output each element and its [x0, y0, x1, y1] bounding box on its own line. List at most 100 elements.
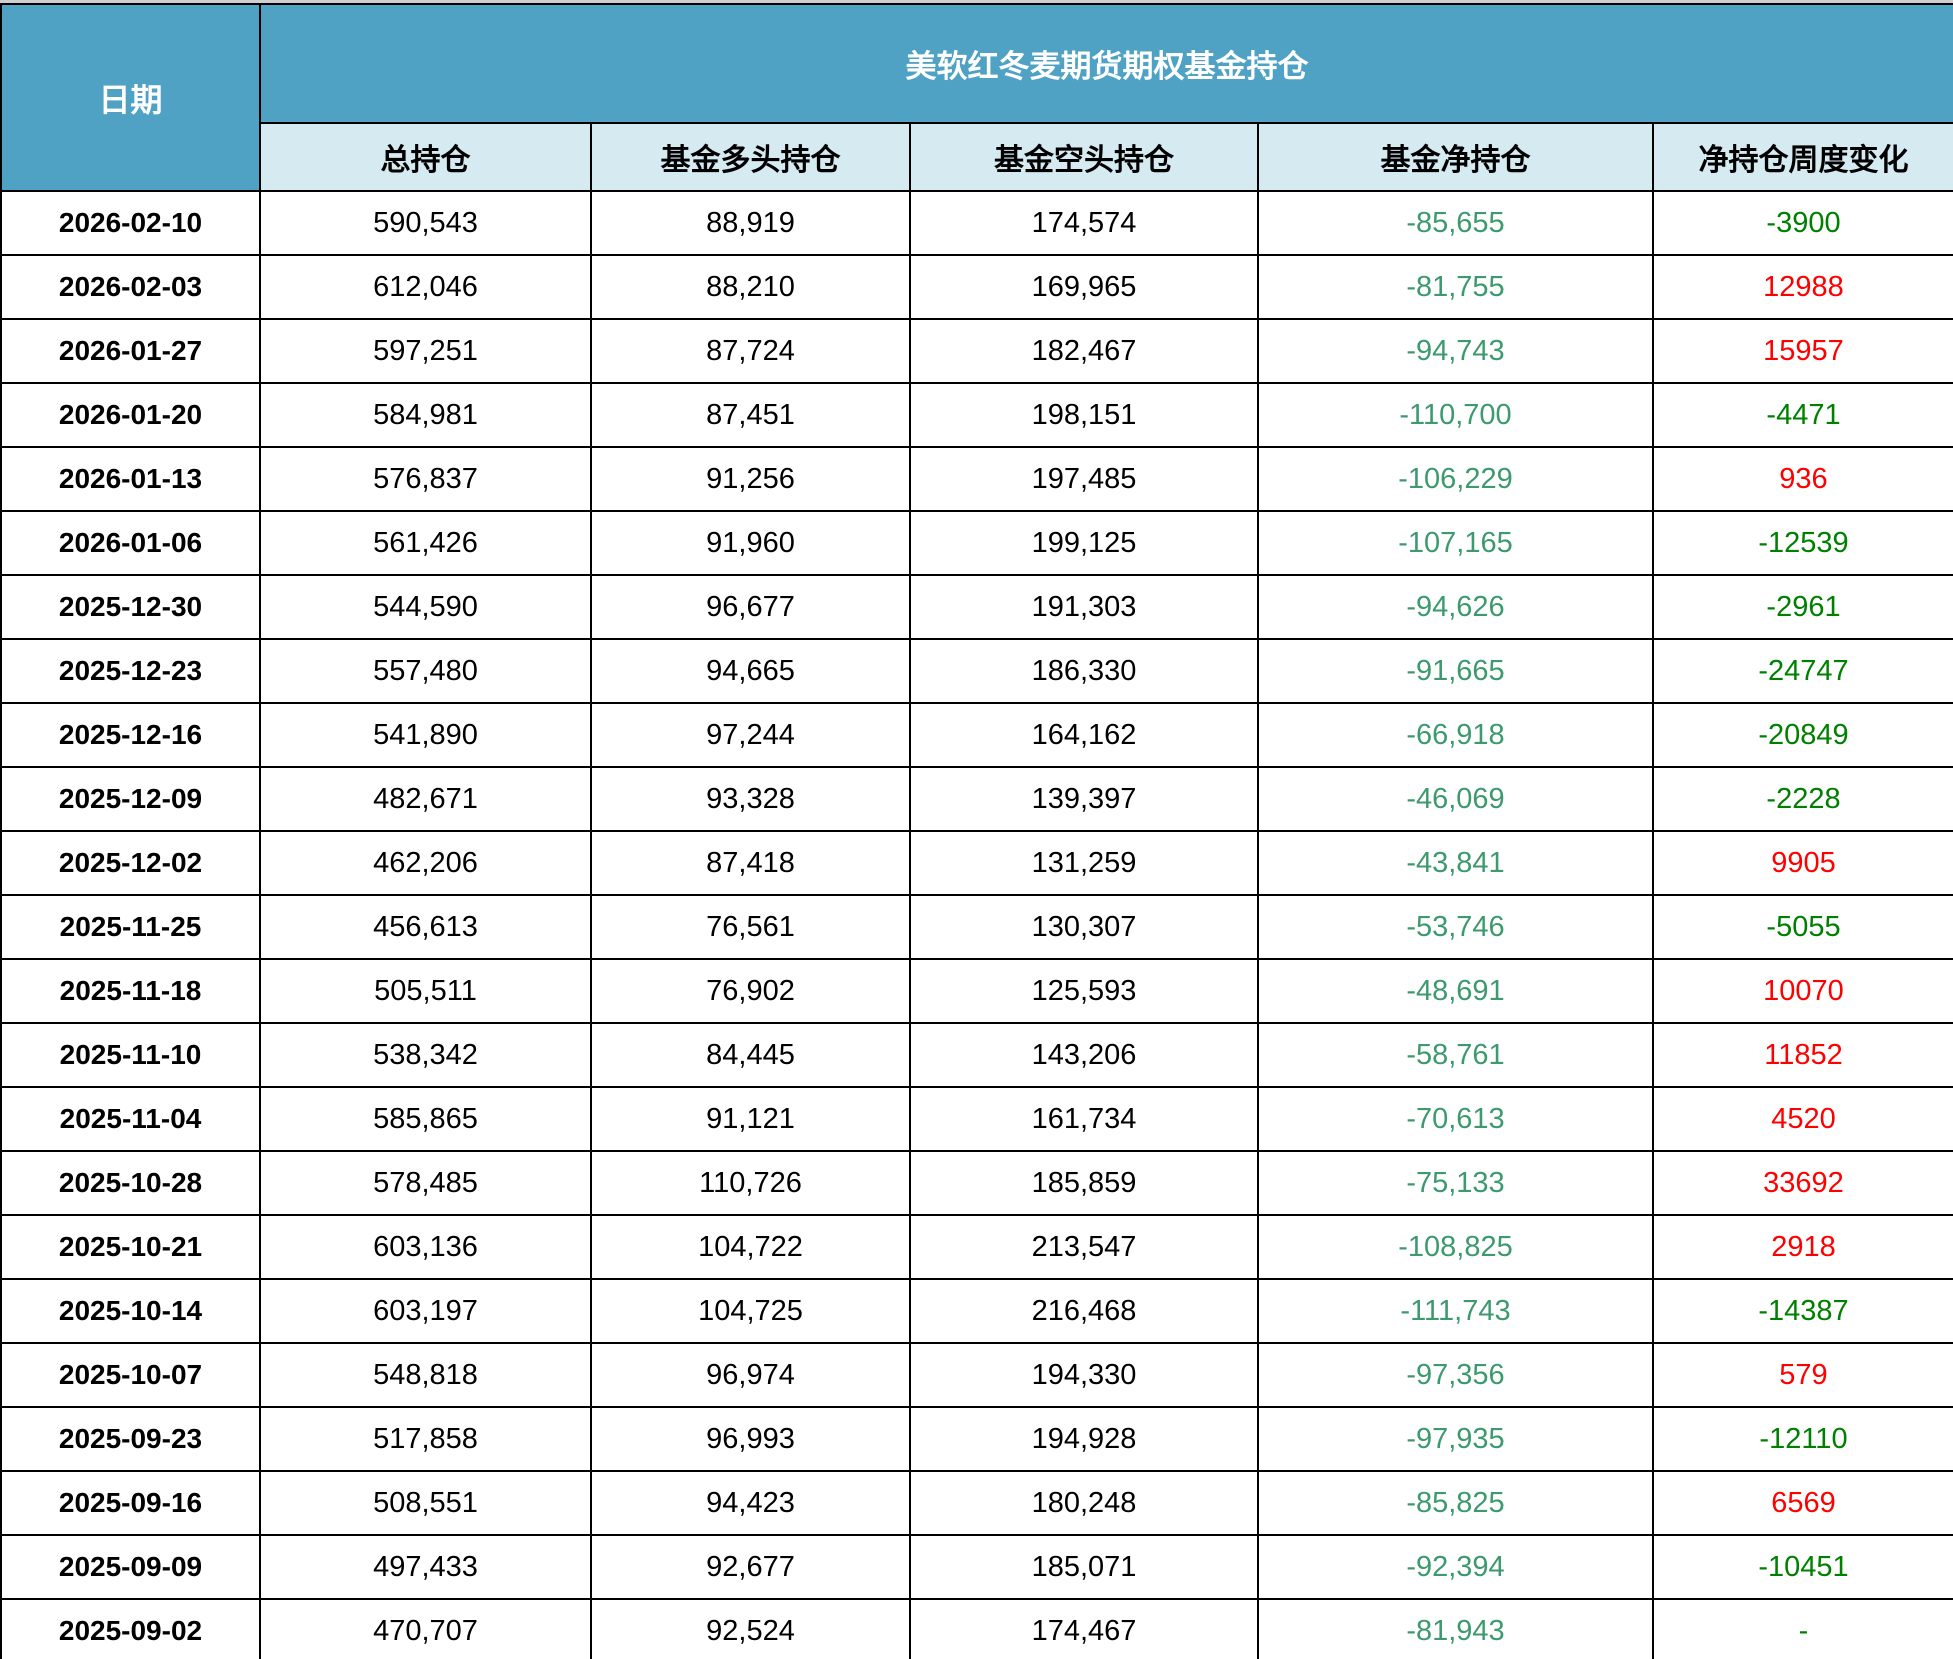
table-row: 2025-09-23 517,858 96,993 194,928 -97,935 -12…	[0, 1406, 1953, 1472]
fund-long-cell: 91,960	[590, 510, 911, 576]
fund-net-cell: -66,918	[1257, 702, 1654, 768]
weekly-change-cell: 15957	[1652, 318, 1953, 384]
date-cell: 2025-10-14	[0, 1278, 261, 1344]
weekly-change-cell: 10070	[1652, 958, 1953, 1024]
fund-net-cell: -48,691	[1257, 958, 1654, 1024]
fund-net-cell: -81,943	[1257, 1598, 1654, 1659]
fund-net-cell: -97,356	[1257, 1342, 1654, 1408]
fund-long-cell: 87,451	[590, 382, 911, 448]
table-row: 2025-11-25 456,613 76,561 130,307 -53,746 -50…	[0, 894, 1953, 960]
fund-short-cell: 186,330	[909, 638, 1259, 704]
table-row: 2025-12-16 541,890 97,244 164,162 -66,918 -20…	[0, 702, 1953, 768]
table-row: 2025-11-04 585,865 91,121 161,734 -70,613 452…	[0, 1086, 1953, 1152]
fund-short-cell: 194,330	[909, 1342, 1259, 1408]
weekly-change-cell: -	[1652, 1598, 1953, 1659]
fund-net-cell: -43,841	[1257, 830, 1654, 896]
weekly-change-cell: 33692	[1652, 1150, 1953, 1216]
fund-long-cell: 91,256	[590, 446, 911, 512]
table-row: 2025-10-14 603,197 104,725 216,468 -111,743-…	[0, 1278, 1953, 1344]
total-positions-cell: 456,613	[259, 894, 592, 960]
fund-net-cell: -106,229	[1257, 446, 1654, 512]
date-cell: 2026-02-10	[0, 190, 261, 256]
total-positions-cell: 508,551	[259, 1470, 592, 1536]
fund-short-cell: 131,259	[909, 830, 1259, 896]
date-cell: 2025-11-25	[0, 894, 261, 960]
weekly-change-cell: -3900	[1652, 190, 1953, 256]
column-header-row: 总持仓 基金多头持仓 基金空头持仓 基金净持仓 净持仓周度变化	[1, 122, 1953, 192]
date-cell: 2026-01-13	[0, 446, 261, 512]
fund-net-cell: -97,935	[1257, 1406, 1654, 1472]
fund-short-cell: 169,965	[909, 254, 1259, 320]
weekly-change-cell: 9905	[1652, 830, 1953, 896]
table-row: 2026-02-10 590,543 88,919 174,574 -85,655 -39…	[0, 190, 1953, 256]
fund-long-cell: 92,677	[590, 1534, 911, 1600]
date-cell: 2025-11-18	[0, 958, 261, 1024]
total-positions-cell: 584,981	[259, 382, 592, 448]
fund-long-cell: 104,722	[590, 1214, 911, 1280]
fund-long-cell: 104,725	[590, 1278, 911, 1344]
weekly-change-cell: -20849	[1652, 702, 1953, 768]
weekly-change-cell: -14387	[1652, 1278, 1953, 1344]
fund-long-cell: 88,210	[590, 254, 911, 320]
table-row: 2025-09-16 508,551 94,423 180,248 -85,825 656…	[0, 1470, 1953, 1536]
weekly-change-cell: 579	[1652, 1342, 1953, 1408]
fund-long-cell: 110,726	[590, 1150, 911, 1216]
fund-long-cell: 94,423	[590, 1470, 911, 1536]
total-positions-cell: 612,046	[259, 254, 592, 320]
column-header-4: 净持仓周度变化	[1652, 122, 1953, 192]
fund-net-cell: -70,613	[1257, 1086, 1654, 1152]
weekly-change-cell: -12110	[1652, 1406, 1953, 1472]
date-cell: 2025-11-04	[0, 1086, 261, 1152]
title-row: 日期 美软红冬麦期货期权基金持仓	[0, 3, 1953, 192]
fund-short-cell: 182,467	[909, 318, 1259, 384]
fund-short-cell: 199,125	[909, 510, 1259, 576]
date-cell: 2025-09-16	[0, 1470, 261, 1536]
table-row: 2025-10-07 548,818 96,974 194,330 -97,356 579	[0, 1342, 1953, 1408]
date-cell: 2025-10-21	[0, 1214, 261, 1280]
table-row: 2025-12-02 462,206 87,418 131,259 -43,841 990…	[0, 830, 1953, 896]
weekly-change-cell: -2961	[1652, 574, 1953, 640]
fund-short-cell: 213,547	[909, 1214, 1259, 1280]
fund-short-cell: 130,307	[909, 894, 1259, 960]
total-positions-cell: 576,837	[259, 446, 592, 512]
table-row: 2025-09-09 497,433 92,677 185,071 -92,394 -10…	[0, 1534, 1953, 1600]
fund-net-cell: -108,825	[1257, 1214, 1654, 1280]
table-row: 2025-11-18 505,511 76,902 125,593 -48,691 100…	[0, 958, 1953, 1024]
weekly-change-cell: -12539	[1652, 510, 1953, 576]
date-cell: 2025-10-07	[0, 1342, 261, 1408]
total-positions-cell: 585,865	[259, 1086, 592, 1152]
total-positions-cell: 538,342	[259, 1022, 592, 1088]
date-cell: 2025-12-30	[0, 574, 261, 640]
fund-net-cell: -94,626	[1257, 574, 1654, 640]
weekly-change-cell: 12988	[1652, 254, 1953, 320]
total-positions-cell: 590,543	[259, 190, 592, 256]
fund-net-cell: -107,165	[1257, 510, 1654, 576]
column-header-2: 基金空头持仓	[909, 122, 1259, 192]
fund-net-cell: -58,761	[1257, 1022, 1654, 1088]
fund-long-cell: 84,445	[590, 1022, 911, 1088]
date-cell: 2026-01-27	[0, 318, 261, 384]
table-row: 2025-12-23 557,480 94,665 186,330 -91,665 -24…	[0, 638, 1953, 704]
total-positions-cell: 505,511	[259, 958, 592, 1024]
weekly-change-cell: -4471	[1652, 382, 1953, 448]
total-positions-cell: 541,890	[259, 702, 592, 768]
fund-net-cell: -94,743	[1257, 318, 1654, 384]
fund-short-cell: 125,593	[909, 958, 1259, 1024]
table-row: 2026-01-13 576,837 91,256 197,485 -106,229 93…	[0, 446, 1953, 512]
table-row: 2025-12-30 544,590 96,677 191,303 -94,626 -29…	[0, 574, 1953, 640]
table-title: 美软红冬麦期货期权基金持仓	[259, 3, 1953, 125]
column-header-0: 总持仓	[259, 122, 592, 192]
fund-short-cell: 143,206	[909, 1022, 1259, 1088]
fund-short-cell: 180,248	[909, 1470, 1259, 1536]
fund-net-cell: -110,700	[1257, 382, 1654, 448]
total-positions-cell: 578,485	[259, 1150, 592, 1216]
fund-net-cell: -81,755	[1257, 254, 1654, 320]
fund-long-cell: 93,328	[590, 766, 911, 832]
total-positions-cell: 497,433	[259, 1534, 592, 1600]
fund-short-cell: 174,467	[909, 1598, 1259, 1659]
fund-short-cell: 198,151	[909, 382, 1259, 448]
total-positions-cell: 603,197	[259, 1278, 592, 1344]
fund-net-cell: -85,655	[1257, 190, 1654, 256]
total-positions-cell: 544,590	[259, 574, 592, 640]
total-positions-cell: 462,206	[259, 830, 592, 896]
